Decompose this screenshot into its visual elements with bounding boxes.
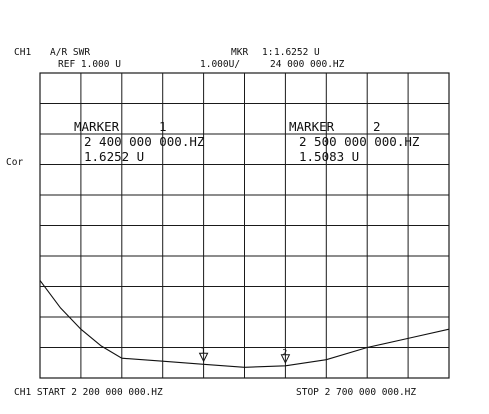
marker-1-frequency: 2 400 000 000.HZ [84,134,205,149]
marker-header-sep: 1: [262,47,273,58]
start-frequency-label: CH1 START 2 200 000 000.HZ [14,387,163,398]
marker-2-value: 1.5083 U [299,149,359,164]
marker-2-number: 2 [373,119,381,134]
swr-trace [39,280,450,368]
marker-2-title: MARKER [289,119,335,134]
channel-label: CH1 [14,47,31,58]
marker-header-freq: 24 000 000.HZ [270,59,345,70]
marker-header-value: 1.6252 U [274,47,320,58]
marker-1-value: 1.6252 U [84,149,144,164]
marker-2-symbol [280,354,291,364]
marker-1-symbol-number: 1 [201,346,206,355]
marker-header-label: MKR [231,47,248,58]
scale-label: 1.000U/ [200,59,240,70]
measurement-label: A/R SWR [50,47,90,58]
reference-label: REF 1.000 U [58,59,121,70]
marker-2-symbol-number: 2 [282,348,287,357]
correction-label: Cor [6,157,23,168]
marker-2-frequency: 2 500 000 000.HZ [299,134,420,149]
stop-frequency-label: STOP 2 700 000 000.HZ [296,387,416,398]
marker-1-title: MARKER [74,119,120,134]
marker-1-number: 1 [159,119,167,134]
graticule-grid [40,73,449,378]
marker-1-symbol [198,352,209,363]
